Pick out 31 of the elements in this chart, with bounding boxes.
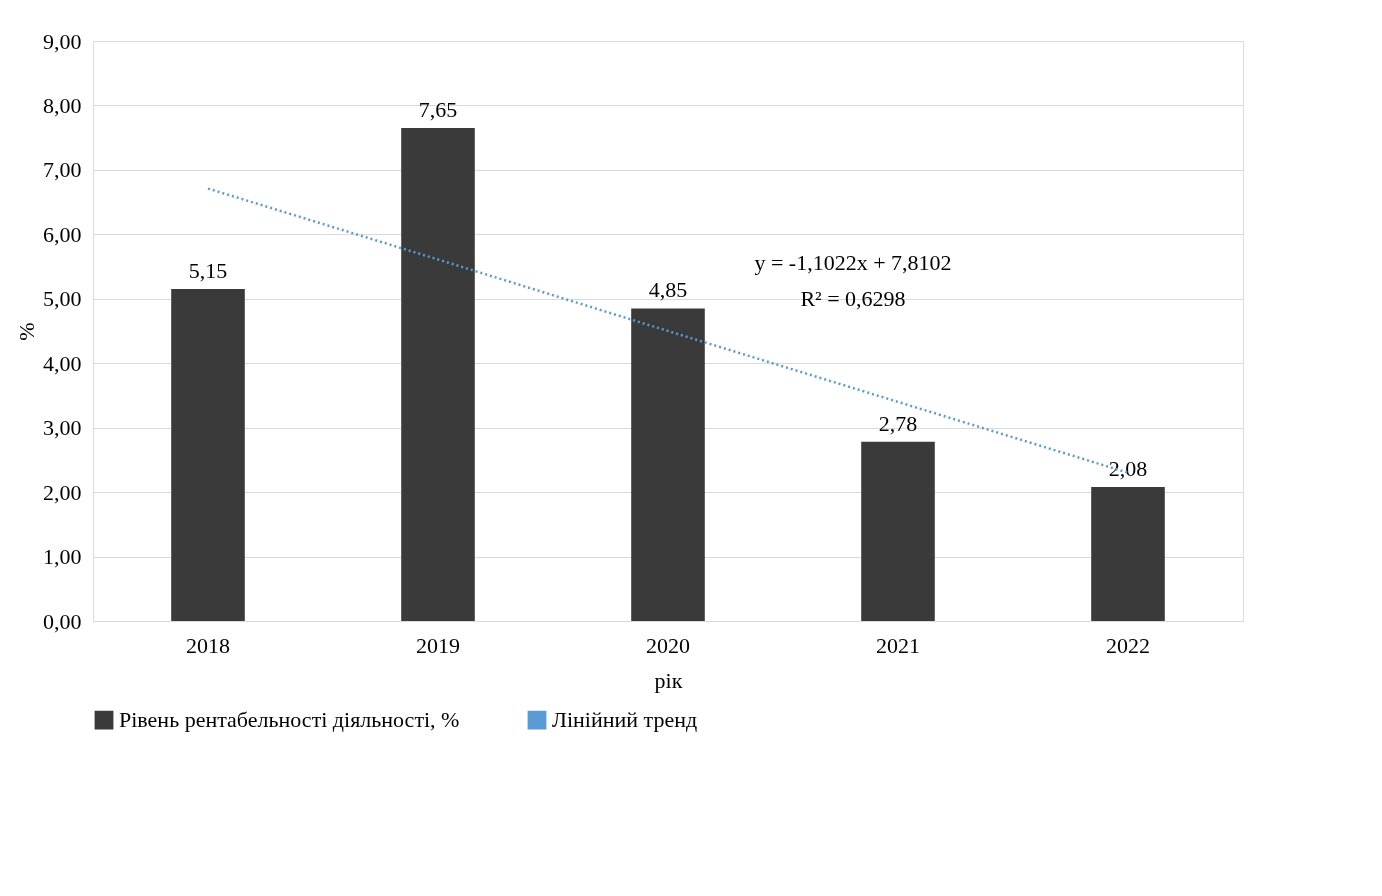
y-tick-label: 5,00 xyxy=(43,286,82,312)
x-tick-label: 2019 xyxy=(416,632,460,658)
y-tick-label: 1,00 xyxy=(43,544,82,570)
data-label: 7,65 xyxy=(418,97,458,122)
x-tick-label: 2022 xyxy=(1106,632,1150,658)
x-axis-title: рік xyxy=(654,667,683,693)
y-tick-label: 4,00 xyxy=(43,350,82,376)
annotation: y = -1,1022x + 7,8102 xyxy=(754,250,952,275)
y-tick-label: 0,00 xyxy=(43,608,82,634)
y-tick-label: 6,00 xyxy=(43,221,82,247)
annotation: R² = 0,6298 xyxy=(800,286,906,311)
data-label: 5,15 xyxy=(188,258,228,284)
x-tick-label: 2021 xyxy=(876,632,920,658)
y-tick-label: 3,00 xyxy=(43,415,82,441)
data-label: 4,85 xyxy=(648,277,688,303)
x-tick-label: 2020 xyxy=(646,632,690,658)
y-tick-label: 8,00 xyxy=(43,92,82,118)
y-tick-label: 7,00 xyxy=(43,157,82,183)
bar xyxy=(171,289,245,621)
data-label: 2,78 xyxy=(878,410,918,436)
bar xyxy=(631,308,705,621)
bar xyxy=(861,441,935,621)
y-axis-title: % xyxy=(14,322,39,341)
bar xyxy=(401,128,475,621)
y-tick-label: 2,00 xyxy=(43,479,82,505)
x-tick-label: 2018 xyxy=(186,632,230,658)
legend-label: Лінійний тренд xyxy=(552,707,698,733)
data-label: 2,08 xyxy=(1108,455,1148,481)
y-tick-label: 9,00 xyxy=(43,28,82,54)
legend-label: Рівень рентабельності діяльності, % xyxy=(119,707,460,733)
bar xyxy=(1091,486,1165,621)
